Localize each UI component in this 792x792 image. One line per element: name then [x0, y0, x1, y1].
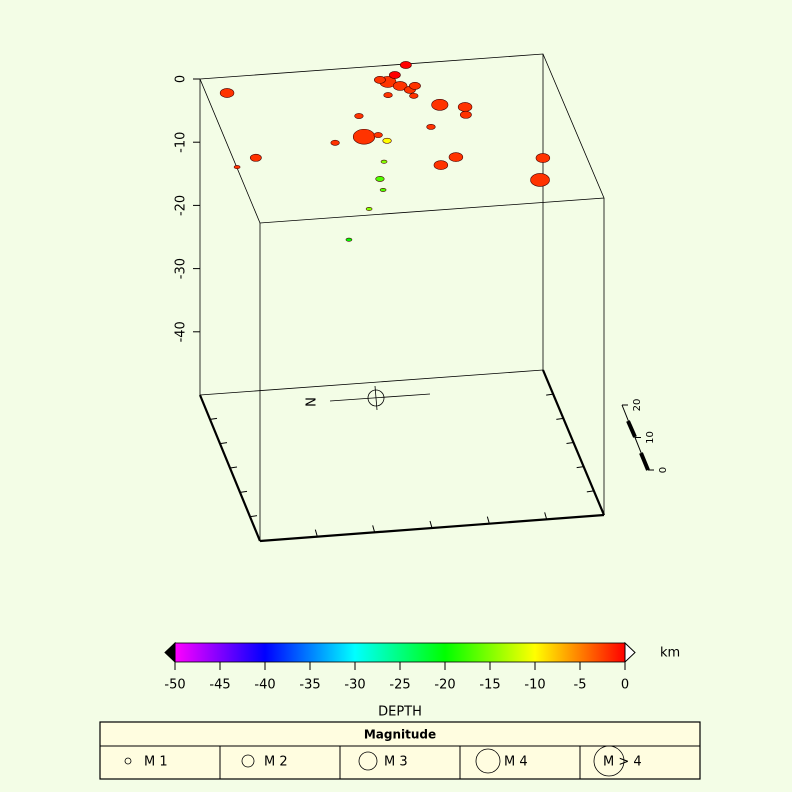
event — [431, 98, 449, 111]
event — [530, 173, 550, 187]
colorbar-tick-label: -35 — [299, 678, 320, 693]
event — [249, 153, 262, 162]
event — [354, 113, 364, 119]
legend-label: M 2 — [264, 755, 288, 770]
scale-segment — [626, 420, 637, 438]
event — [373, 132, 383, 138]
edge — [199, 369, 544, 396]
event — [459, 110, 472, 119]
compass-line — [374, 385, 378, 411]
floor-tick — [429, 520, 433, 529]
event — [380, 159, 388, 164]
z-tick-label: -40 — [174, 321, 189, 342]
floor-tick — [314, 529, 318, 537]
legend-symbol — [241, 754, 255, 768]
floor-tick — [546, 393, 554, 396]
top-face — [199, 53, 605, 224]
event — [345, 237, 353, 242]
floor-tick — [576, 466, 584, 469]
compass-label: N — [305, 397, 320, 407]
event — [399, 61, 412, 69]
compass: N — [305, 385, 431, 411]
colorbar-tick-label: -45 — [209, 678, 230, 693]
floor-tick — [209, 417, 218, 420]
floor-tick — [566, 442, 574, 444]
floor-tick — [249, 515, 258, 518]
event — [233, 165, 241, 170]
colorbar-tick-label: -5 — [574, 678, 587, 693]
event — [409, 81, 421, 90]
event — [383, 92, 393, 98]
legend-label: M 4 — [504, 755, 528, 770]
legend-box — [99, 721, 701, 780]
event — [379, 187, 387, 192]
colorbar-tick-label: -30 — [344, 678, 365, 693]
floor-tick — [219, 442, 228, 445]
colorbar-tick-label: -10 — [524, 678, 545, 693]
legend-symbol — [358, 751, 378, 771]
legend-title: Magnitude — [364, 728, 436, 742]
floor-tick — [372, 525, 376, 533]
floor-tick — [586, 490, 594, 493]
colorbar-tick-label: -15 — [479, 678, 500, 693]
colorbar-arrow — [624, 641, 636, 664]
z-tick-label: -20 — [174, 195, 189, 216]
colorbar-arrow — [164, 641, 176, 664]
event — [375, 176, 385, 182]
event — [388, 71, 401, 79]
colorbar-title: DEPTH — [378, 705, 422, 720]
event — [457, 102, 473, 112]
colorbar — [174, 642, 626, 663]
event — [352, 128, 376, 145]
legend-label: M 1 — [144, 755, 168, 770]
floor-tick — [486, 516, 490, 524]
colorbar-tick-label: -20 — [434, 678, 455, 693]
colorbar-unit: km — [660, 646, 680, 661]
scale-segment — [639, 452, 650, 471]
event — [382, 137, 392, 144]
colorbar-tick-label: -50 — [164, 678, 185, 693]
z-tick-label: 0 — [174, 75, 189, 83]
event — [365, 207, 373, 211]
colorbar-tick-label: -40 — [254, 678, 275, 693]
legend-label: M 3 — [384, 755, 408, 770]
colorbar-tick-label: -25 — [389, 678, 410, 693]
floor-tick — [239, 490, 248, 493]
colorbar-tick-label: 0 — [621, 678, 629, 693]
event — [426, 124, 436, 130]
event — [374, 75, 386, 84]
event — [219, 88, 235, 98]
scale-tick-label: 0 — [658, 467, 669, 473]
floor-tick — [556, 417, 564, 420]
z-tick-label: -10 — [174, 132, 189, 153]
floor-tick — [229, 466, 238, 469]
event — [409, 92, 419, 99]
legend-symbol — [124, 757, 132, 765]
floor-tick — [544, 512, 548, 520]
compass-line — [329, 393, 431, 402]
legend-symbol — [475, 748, 501, 774]
event — [433, 160, 449, 170]
legend-symbol — [593, 745, 625, 777]
event — [330, 139, 340, 146]
event — [392, 81, 408, 91]
scale-tick-label: 20 — [632, 399, 643, 412]
event — [535, 153, 551, 163]
scale-tick-label: 10 — [645, 431, 656, 444]
z-tick-label: -30 — [174, 258, 189, 279]
box — [198, 53, 606, 543]
event — [448, 152, 464, 162]
legend-label: M > 4 — [603, 755, 642, 770]
